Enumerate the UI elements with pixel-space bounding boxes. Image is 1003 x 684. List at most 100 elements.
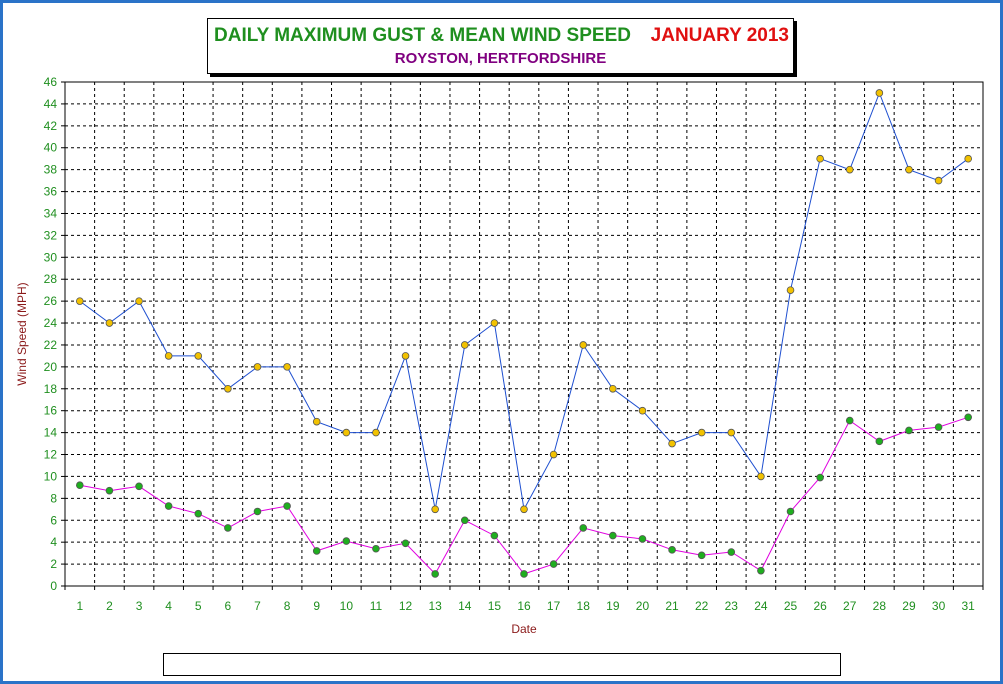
series-1-point bbox=[105, 319, 114, 327]
x-tick-label: 3 bbox=[136, 599, 143, 613]
series-2-point bbox=[460, 516, 469, 525]
series-2-point bbox=[372, 544, 380, 553]
x-tick-label: 20 bbox=[636, 599, 650, 613]
y-tick-label: 36 bbox=[44, 185, 58, 199]
x-tick-label: 4 bbox=[165, 599, 172, 613]
series-1-point bbox=[76, 297, 84, 305]
y-tick-label: 26 bbox=[44, 294, 58, 308]
series-2-point bbox=[934, 423, 943, 431]
series-1-point bbox=[372, 428, 380, 437]
x-tick-label: 17 bbox=[547, 599, 561, 613]
x-tick-label: 19 bbox=[606, 599, 620, 613]
series-2-point bbox=[757, 566, 765, 575]
series-1-point bbox=[549, 450, 558, 459]
x-tick-label: 7 bbox=[254, 599, 261, 613]
y-tick-label: 42 bbox=[44, 119, 58, 133]
x-tick-label: 9 bbox=[313, 599, 320, 613]
series-1-point bbox=[342, 428, 351, 437]
series-2-point bbox=[312, 547, 321, 555]
y-tick-label: 6 bbox=[50, 513, 57, 527]
x-tick-label: 21 bbox=[665, 599, 679, 613]
x-tick-label: 24 bbox=[754, 599, 768, 613]
series-2-point bbox=[135, 482, 143, 491]
x-tick-label: 14 bbox=[458, 599, 472, 613]
series-2-point bbox=[431, 570, 439, 578]
series-2-point bbox=[490, 531, 499, 540]
series-2-point bbox=[224, 524, 232, 532]
x-tick-label: 26 bbox=[813, 599, 827, 613]
series-2-point bbox=[164, 502, 173, 510]
chart-title-date: JANUARY 2013 bbox=[650, 25, 789, 46]
series-1-point bbox=[194, 352, 203, 360]
series-1-point bbox=[579, 341, 588, 349]
series-1-point bbox=[757, 472, 765, 481]
x-tick-label: 11 bbox=[370, 599, 383, 613]
legend bbox=[163, 653, 841, 676]
series-1-point bbox=[727, 428, 736, 437]
x-tick-label: 29 bbox=[902, 599, 916, 613]
x-tick-label: 28 bbox=[873, 599, 887, 613]
series-1-point bbox=[638, 406, 647, 415]
x-tick-label: 31 bbox=[962, 599, 976, 613]
y-tick-label: 0 bbox=[50, 579, 57, 593]
y-tick-label: 44 bbox=[44, 97, 58, 111]
series-1-point bbox=[609, 384, 617, 393]
x-tick-label: 10 bbox=[340, 599, 354, 613]
series-1-point bbox=[135, 297, 143, 305]
y-tick-label: 20 bbox=[44, 360, 58, 374]
series-2-point bbox=[283, 502, 291, 510]
x-tick-label: 15 bbox=[488, 599, 502, 613]
series-1-point bbox=[875, 89, 884, 97]
y-tick-label: 30 bbox=[44, 250, 58, 264]
y-tick-label: 38 bbox=[44, 163, 58, 177]
series-2-point bbox=[786, 507, 795, 516]
grid bbox=[65, 82, 983, 586]
x-tick-label: 6 bbox=[225, 599, 232, 613]
series-1-point bbox=[520, 505, 528, 514]
y-tick-label: 40 bbox=[44, 141, 58, 155]
series-1-point bbox=[964, 154, 972, 163]
series-1-point bbox=[934, 176, 943, 185]
series-2-point bbox=[875, 437, 884, 446]
series-1-point bbox=[786, 286, 795, 294]
series-2-point bbox=[76, 481, 84, 490]
series-1-point bbox=[816, 154, 824, 163]
plot-area bbox=[64, 81, 984, 587]
x-tick-label: 12 bbox=[399, 599, 413, 613]
series-1-point bbox=[253, 363, 262, 371]
x-tick-label: 8 bbox=[284, 599, 291, 613]
series-1-point bbox=[283, 363, 291, 371]
series-layer bbox=[76, 89, 972, 578]
x-tick-label: 25 bbox=[784, 599, 798, 613]
y-tick-label: 10 bbox=[44, 469, 58, 483]
chart-title: DAILY MAXIMUM GUST & MEAN WIND SPEED bbox=[214, 25, 631, 46]
series-1-point bbox=[905, 165, 913, 174]
series-1-point bbox=[460, 341, 469, 349]
x-tick-label: 16 bbox=[517, 599, 531, 613]
y-tick-label: 8 bbox=[50, 491, 57, 505]
y-tick-label: 2 bbox=[50, 557, 57, 571]
series-1-point bbox=[401, 352, 410, 360]
chart-subtitle: ROYSTON, HERTFORDSHIRE bbox=[394, 50, 607, 67]
series-2-point bbox=[549, 560, 558, 568]
series-1-point bbox=[697, 428, 706, 437]
y-tick-label: 16 bbox=[44, 404, 58, 418]
series-1-point bbox=[845, 165, 854, 174]
x-tick-label: 5 bbox=[195, 599, 202, 613]
x-tick-label: 18 bbox=[577, 599, 591, 613]
chart-title-box: DAILY MAXIMUM GUST & MEAN WIND SPEED JAN… bbox=[207, 18, 794, 74]
y-tick-label: 24 bbox=[44, 316, 58, 330]
x-tick-label: 1 bbox=[76, 599, 83, 613]
series-2-point bbox=[816, 473, 824, 482]
series-1-point bbox=[312, 417, 321, 426]
y-tick-label: 18 bbox=[44, 382, 58, 396]
series-2-point bbox=[520, 570, 528, 578]
x-tick-label: 2 bbox=[106, 599, 113, 613]
series-2-point bbox=[638, 535, 647, 543]
series-2-point bbox=[905, 426, 913, 435]
y-axis-ticks: 0246810121416182022242628303234363840424… bbox=[44, 75, 65, 593]
x-tick-label: 22 bbox=[695, 599, 709, 613]
series-1-point bbox=[490, 319, 499, 327]
